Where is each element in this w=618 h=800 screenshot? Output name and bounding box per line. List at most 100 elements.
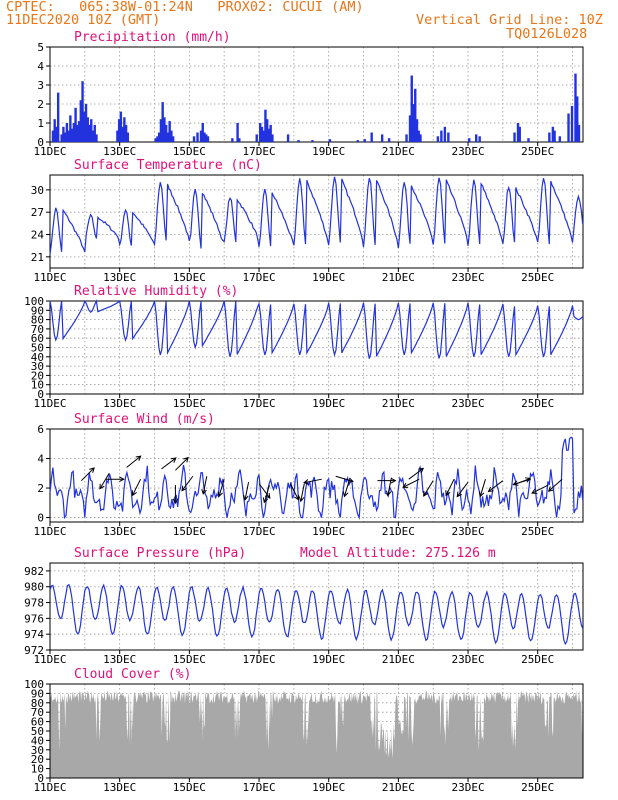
run-id-label: TQ0126L028 bbox=[506, 26, 588, 42]
y-tick-label: 90 bbox=[31, 304, 44, 317]
y-tick-label: 60 bbox=[31, 332, 44, 345]
precip-bar bbox=[410, 75, 413, 142]
wind-arrow-head bbox=[170, 457, 177, 463]
x-tick-label: 15DEC bbox=[173, 271, 206, 284]
x-tick-label: 15DEC bbox=[173, 525, 206, 538]
x-tick-label: 19DEC bbox=[312, 781, 345, 794]
precip-bar bbox=[117, 119, 121, 142]
precip-bar bbox=[447, 132, 450, 142]
panel-annotation: Model Altitude: 275.126 m bbox=[300, 546, 496, 561]
precip-bar bbox=[91, 130, 95, 142]
wind-arrow-head bbox=[402, 482, 409, 488]
wind-arrow-head bbox=[478, 491, 485, 498]
wind-arrow-head bbox=[99, 483, 105, 490]
wind-vector-arrow bbox=[548, 478, 563, 492]
x-tick-label: 21DEC bbox=[382, 397, 415, 410]
y-tick-label: 2 bbox=[37, 98, 44, 111]
y-tick-label: 50 bbox=[31, 725, 44, 738]
wind-arrow-head bbox=[119, 476, 125, 483]
precip-bar bbox=[264, 109, 267, 142]
x-tick-label: 25DEC bbox=[521, 397, 554, 410]
x-tick-label: 11DEC bbox=[33, 397, 66, 410]
x-tick-label: 15DEC bbox=[173, 653, 206, 666]
precip-bar bbox=[516, 123, 520, 142]
wind-vector-arrow bbox=[289, 483, 299, 500]
x-tick-label: 17DEC bbox=[242, 271, 275, 284]
y-tick-label: 0 bbox=[37, 512, 44, 525]
wind-arrow-head bbox=[445, 490, 451, 497]
precip-bar bbox=[196, 132, 199, 142]
x-tick-label: 13DEC bbox=[103, 397, 136, 410]
wind-vector-arrow bbox=[263, 484, 270, 503]
x-tick-label: 11DEC bbox=[33, 271, 66, 284]
precip-bar bbox=[387, 138, 391, 142]
precip-bar bbox=[567, 113, 570, 142]
wind-arrow-head bbox=[390, 477, 397, 484]
precip-bar bbox=[553, 130, 556, 142]
panel-frame bbox=[49, 46, 584, 143]
panel-title: Surface Pressure (hPa) bbox=[74, 546, 246, 561]
precip-bar bbox=[69, 115, 72, 142]
precip-bar bbox=[65, 123, 69, 142]
wind-speed-line bbox=[49, 436, 584, 520]
y-tick-label: 20 bbox=[31, 753, 44, 766]
panel-title: Surface Wind (m/s) bbox=[74, 412, 215, 427]
precip-bar bbox=[468, 138, 471, 142]
x-tick-label: 17DEC bbox=[242, 397, 275, 410]
wind-arrow-head bbox=[531, 488, 538, 494]
wind-vector-arrow bbox=[99, 473, 110, 489]
x-tick-label: 23DEC bbox=[451, 271, 484, 284]
x-tick-label: 25DEC bbox=[521, 781, 554, 794]
precip-bar bbox=[412, 104, 415, 142]
wind-arrow-head bbox=[294, 494, 300, 501]
wind-vector-arrow bbox=[488, 480, 504, 492]
precip-bar bbox=[93, 124, 96, 142]
precip-bar bbox=[121, 126, 124, 142]
precip-bar bbox=[576, 96, 579, 142]
precip-bar bbox=[51, 130, 55, 142]
precip-bar bbox=[267, 128, 271, 142]
wind-arrow-head bbox=[89, 467, 95, 473]
precip-bar bbox=[70, 128, 74, 142]
x-tick-label: 25DEC bbox=[521, 271, 554, 284]
precip-bar bbox=[95, 134, 98, 142]
precip-bar bbox=[265, 119, 269, 142]
y-tick-label: 50 bbox=[31, 342, 44, 355]
y-tick-label: 974 bbox=[24, 628, 44, 641]
precip-bar bbox=[55, 126, 58, 142]
precip-bar bbox=[577, 124, 581, 142]
precip-bar bbox=[271, 134, 274, 142]
y-tick-label: 4 bbox=[37, 453, 44, 466]
wind-vector-arrow bbox=[161, 457, 177, 470]
y-tick-label: 80 bbox=[31, 314, 44, 327]
y-tick-label: 972 bbox=[24, 644, 44, 657]
precip-bar bbox=[205, 134, 208, 142]
precip-bar bbox=[79, 100, 83, 142]
precip-bar bbox=[84, 104, 88, 142]
wind-vector-arrow bbox=[456, 481, 469, 497]
wind-vector-arrow bbox=[335, 475, 354, 482]
wind-arrow-head bbox=[131, 490, 137, 497]
precip-bar bbox=[405, 134, 408, 142]
precip-bar bbox=[513, 132, 516, 142]
wind-vector-arrow bbox=[513, 478, 531, 485]
wind-arrow-head bbox=[217, 491, 223, 498]
wind-arrow-head bbox=[342, 491, 349, 498]
x-tick-label: 15DEC bbox=[173, 397, 206, 410]
y-tick-label: 40 bbox=[31, 734, 44, 747]
panel-frame bbox=[49, 174, 584, 269]
x-tick-label: 19DEC bbox=[312, 525, 345, 538]
x-tick-label: 17DEC bbox=[242, 781, 275, 794]
wind-arrow-head bbox=[385, 490, 392, 497]
wind-arrow-head bbox=[525, 477, 532, 483]
x-tick-label: 11DEC bbox=[33, 525, 66, 538]
x-tick-label: 25DEC bbox=[521, 525, 554, 538]
wind-vector-arrow bbox=[80, 467, 95, 482]
y-tick-label: 1 bbox=[37, 117, 44, 130]
wind-arrow-head bbox=[303, 479, 309, 485]
x-tick-label: 21DEC bbox=[382, 271, 415, 284]
y-tick-label: 70 bbox=[31, 706, 44, 719]
precip-bar bbox=[558, 136, 562, 142]
wind-vector-arrow bbox=[445, 478, 455, 496]
